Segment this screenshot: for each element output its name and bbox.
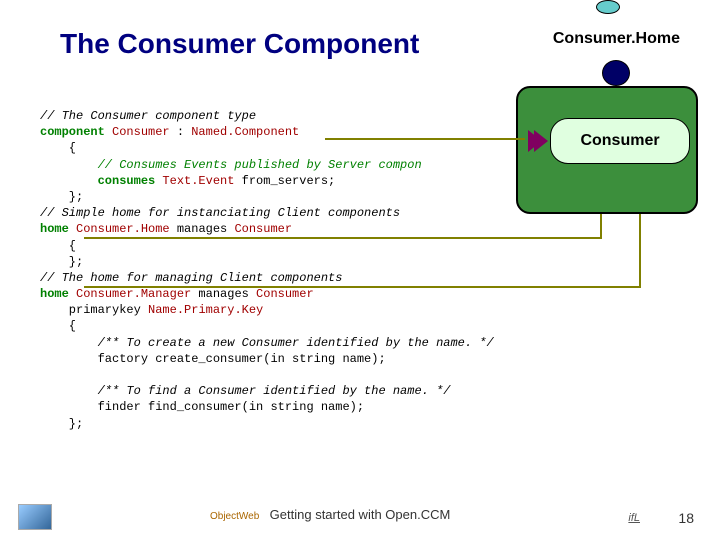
consumer-label: Consumer [580, 132, 659, 150]
slide-title: The Consumer Component [60, 28, 419, 60]
connector-line [600, 214, 602, 239]
consumer-pill: Consumer [550, 118, 690, 164]
footer-text: Getting started with Open.CCM [0, 507, 720, 522]
page-number: 18 [678, 510, 694, 526]
footer-logo-right: ifL [628, 512, 640, 524]
code-block: // The Consumer component type component… [40, 108, 494, 432]
home-circle-icon [602, 60, 630, 86]
connector-line [639, 214, 641, 288]
home-label: Consumer.Home [553, 30, 680, 48]
receptacle-icon [534, 130, 548, 152]
home-ellipse-icon [596, 0, 620, 14]
